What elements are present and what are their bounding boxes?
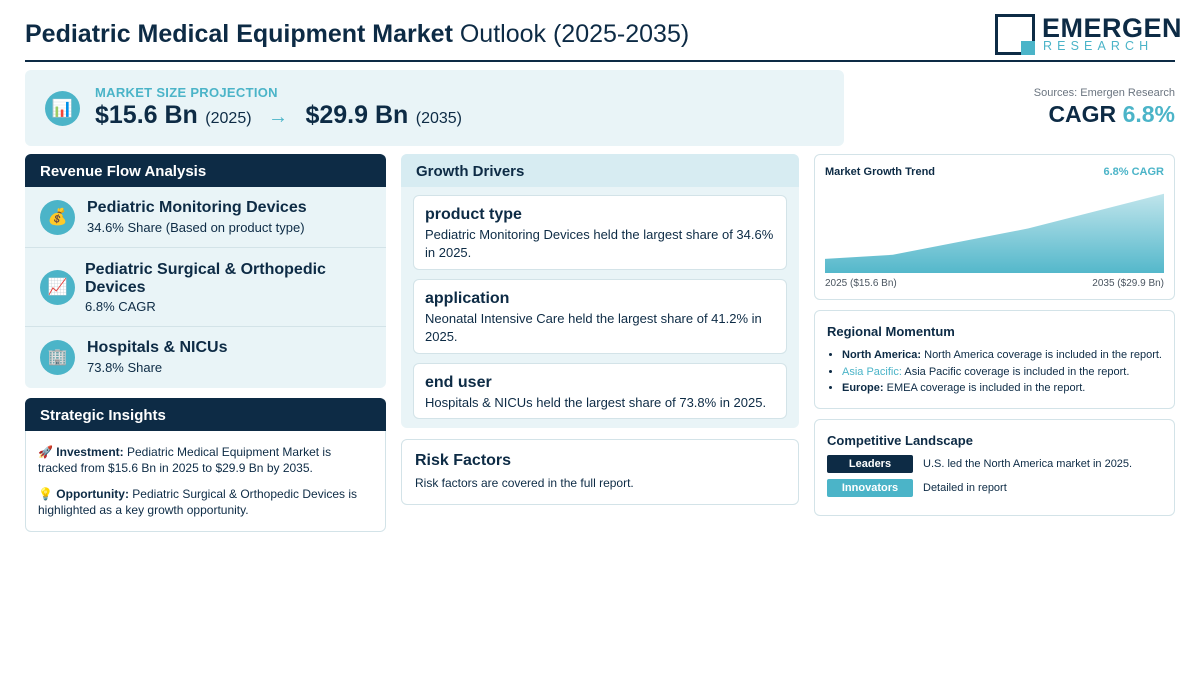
cagr-summary: CAGR 6.8% — [1048, 101, 1175, 128]
driver-card-title: end user — [425, 374, 492, 391]
region-name: Europe: — [842, 382, 884, 394]
market-start-value: $15.6 Bn — [95, 101, 198, 129]
region-name: North America: — [842, 349, 922, 361]
trend-area-chart — [825, 193, 1164, 273]
emergen-logo: EMERGEN RESEARCH — [995, 13, 1182, 56]
trend-start-label: 2025 ($15.6 Bn) — [825, 278, 897, 289]
revenue-flow-panel: Revenue Flow Analysis 💰 Pediatric Monito… — [25, 154, 386, 388]
arrow-right-icon: → — [268, 106, 288, 128]
region-text: Asia Pacific coverage is included in the… — [904, 365, 1130, 378]
revenue-item-subtitle: 34.6% Share (Based on product type) — [87, 220, 305, 235]
market-size-banner: 📊 MARKET SIZE PROJECTION $15.6 Bn (2025)… — [25, 70, 844, 146]
insight-label: Investment: — [56, 445, 124, 459]
region-item: North America: North America coverage is… — [842, 347, 1172, 364]
market-end-year: (2035) — [415, 110, 462, 127]
market-growth-trend-panel: Market Growth Trend 6.8% CAGR 2025 ($15.… — [814, 154, 1175, 300]
hospital-icon: 🏢 — [40, 340, 75, 375]
trend-end-label: 2035 ($29.9 Bn) — [1092, 278, 1164, 289]
region-item: Europe: EMEA coverage is included in the… — [842, 380, 1172, 397]
competitive-landscape-title: Competitive Landscape — [827, 433, 973, 448]
revenue-item: 🏢 Hospitals & NICUs 73.8% Share — [25, 327, 386, 388]
revenue-item: 📈 Pediatric Surgical & Orthopedic Device… — [25, 248, 386, 327]
sources-text: Sources: Emergen Research — [1033, 87, 1175, 99]
chart-icon: 📊 — [45, 91, 80, 126]
trend-cagr: 6.8% CAGR — [1103, 166, 1164, 178]
region-item: Asia Pacific: Asia Pacific coverage is i… — [842, 364, 1172, 381]
cagr-label: CAGR — [1048, 101, 1117, 127]
driver-card-text: Neonatal Intensive Care held the largest… — [425, 311, 762, 344]
risk-factors-panel: Risk Factors Risk factors are covered in… — [401, 439, 799, 505]
regional-list: North America: North America coverage is… — [842, 347, 1172, 397]
page-header: Pediatric Medical Equipment Market Outlo… — [25, 12, 1182, 62]
trend-area — [825, 193, 1164, 273]
regional-momentum-title: Regional Momentum — [827, 324, 955, 339]
insight-opportunity: 💡 Opportunity: Pediatric Surgical & Orth… — [38, 486, 373, 518]
revenue-item-title: Hospitals & NICUs — [87, 339, 228, 356]
insight-investment: 🚀 Investment: Pediatric Medical Equipmen… — [38, 444, 373, 476]
logo-mark-icon — [995, 14, 1035, 55]
logo-name: EMERGEN — [1042, 13, 1183, 43]
growth-drivers-title: Growth Drivers — [401, 154, 799, 187]
risk-factors-title: Risk Factors — [415, 452, 512, 469]
trend-title: Market Growth Trend — [825, 166, 936, 178]
revenue-item: 💰 Pediatric Monitoring Devices 34.6% Sha… — [25, 187, 386, 248]
driver-card-title: application — [425, 290, 510, 307]
risk-factors-text: Risk factors are covered in the full rep… — [415, 476, 634, 490]
regional-momentum-panel: Regional Momentum North America: North A… — [814, 310, 1175, 409]
revenue-item-subtitle: 6.8% CAGR — [85, 299, 156, 314]
market-size-values: $15.6 Bn (2025) → $29.9 Bn (2035) — [95, 101, 462, 130]
market-end-value: $29.9 Bn — [305, 101, 409, 129]
money-bag-icon: 💰 — [40, 200, 75, 235]
page-title-bold: Pediatric Medical Equipment Market — [25, 20, 453, 48]
revenue-flow-title: Revenue Flow Analysis — [25, 154, 386, 187]
driver-card: end user Hospitals & NICUs held the larg… — [413, 363, 787, 419]
driver-card-text: Hospitals & NICUs held the largest share… — [425, 395, 767, 410]
growth-drivers-panel: Growth Drivers product type Pediatric Mo… — [401, 154, 799, 428]
driver-card: product type Pediatric Monitoring Device… — [413, 195, 787, 270]
revenue-item-title: Pediatric Monitoring Devices — [87, 199, 307, 216]
region-name: Asia Pacific: — [842, 365, 902, 378]
driver-card: application Neonatal Intensive Care held… — [413, 279, 787, 354]
revenue-item-subtitle: 73.8% Share — [87, 360, 163, 375]
page-title-light: Outlook (2025-2035) — [459, 20, 690, 48]
strategic-insights-title: Strategic Insights — [25, 398, 386, 431]
market-size-label: MARKET SIZE PROJECTION — [95, 85, 278, 100]
innovators-text: Detailed in report — [923, 482, 1007, 494]
insight-text: Pediatric Surgical & Orthopedic Devices … — [38, 487, 358, 517]
page-title: Pediatric Medical Equipment Market Outlo… — [25, 20, 689, 49]
insight-label: Opportunity: — [56, 487, 129, 501]
strategic-insights-panel: Strategic Insights 🚀 Investment: Pediatr… — [25, 398, 386, 532]
region-text: EMEA coverage is included in the report. — [886, 382, 1086, 394]
cagr-value: 6.8% — [1122, 101, 1175, 127]
leaders-badge: Leaders — [827, 455, 913, 473]
trend-up-icon: 📈 — [40, 270, 75, 305]
logo-subtitle: RESEARCH — [1043, 39, 1154, 53]
lightbulb-icon: 💡 — [38, 487, 53, 501]
innovators-badge: Innovators — [827, 479, 913, 497]
driver-card-text: Pediatric Monitoring Devices held the la… — [425, 227, 774, 260]
driver-card-title: product type — [425, 206, 522, 223]
market-start-year: (2025) — [205, 110, 252, 127]
leaders-text: U.S. led the North America market in 202… — [923, 458, 1133, 470]
rocket-icon: 🚀 — [38, 445, 53, 459]
revenue-item-title: Pediatric Surgical & Orthopedic Devices — [85, 261, 326, 296]
competitive-landscape-panel: Competitive Landscape Leaders U.S. led t… — [814, 419, 1175, 516]
insight-text: Pediatric Medical Equipment Market is tr… — [38, 445, 332, 475]
region-text: North America coverage is included in th… — [924, 349, 1162, 361]
